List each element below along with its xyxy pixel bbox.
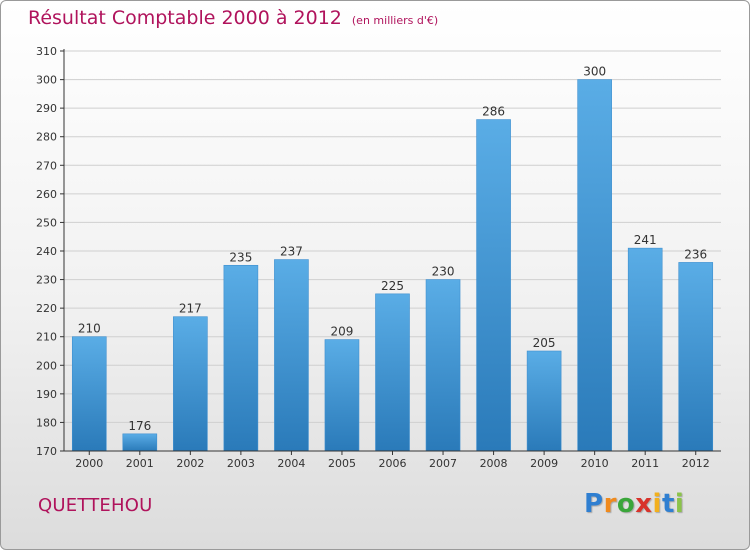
x-tick-label: 2007 <box>429 457 457 470</box>
chart-title: Résultat Comptable 2000 à 2012 (en millie… <box>28 7 438 29</box>
chart-title-unit: (en milliers d'€) <box>351 14 439 27</box>
bar-2012 <box>678 262 714 452</box>
y-tick-label: 280 <box>36 131 57 144</box>
y-tick-label: 250 <box>36 216 57 229</box>
chart-title-main: Résultat Comptable 2000 à 2012 <box>28 7 342 29</box>
bar-2008 <box>476 119 511 452</box>
x-tick-label: 2005 <box>328 457 356 470</box>
y-tick-label: 300 <box>36 74 57 87</box>
x-tick-label: 2008 <box>480 457 508 470</box>
data-label: 236 <box>684 247 707 261</box>
logo-letter: i <box>652 489 662 519</box>
bar-2010 <box>577 79 612 452</box>
y-tick-label: 290 <box>36 102 57 115</box>
y-tick-label: 310 <box>36 45 57 58</box>
logo-letter: r <box>603 489 617 519</box>
y-tick-label: 170 <box>36 445 57 458</box>
bar-2000 <box>71 336 107 452</box>
x-tick-label: 2002 <box>176 457 204 470</box>
x-tick-label: 2012 <box>682 457 710 470</box>
x-tick-label: 2009 <box>530 457 558 470</box>
bar-2009 <box>526 350 562 452</box>
x-tick-label: 2011 <box>631 457 659 470</box>
data-label: 209 <box>331 325 354 339</box>
logo-letter: P <box>584 489 604 519</box>
y-tick-label: 260 <box>36 188 57 201</box>
y-tick-label: 240 <box>36 245 57 258</box>
data-label: 300 <box>583 65 606 79</box>
x-tick-label: 2006 <box>379 457 407 470</box>
data-label: 241 <box>634 233 657 247</box>
logo-letter: i <box>674 489 685 519</box>
bar-2006 <box>375 293 410 452</box>
x-tick-label: 2003 <box>227 457 255 470</box>
bar-2011 <box>627 247 663 452</box>
y-tick-label: 220 <box>36 302 57 315</box>
logo-letter: o <box>616 489 636 519</box>
data-label: 237 <box>280 245 303 259</box>
axes <box>60 49 721 455</box>
data-label: 210 <box>78 322 101 336</box>
y-tick-label: 270 <box>36 159 57 172</box>
bar-2003 <box>223 264 259 452</box>
logo-letter: t <box>661 489 675 519</box>
proxiti-logo: Proxiti <box>584 489 684 519</box>
y-tick-label: 190 <box>36 388 57 401</box>
data-label: 205 <box>533 336 556 350</box>
x-tick-label: 2004 <box>277 457 305 470</box>
y-tick-label: 230 <box>36 274 57 287</box>
x-tick-label: 2000 <box>75 457 103 470</box>
x-tick-label: 2001 <box>126 457 154 470</box>
logo-letter: x <box>635 489 653 519</box>
y-tick-label: 180 <box>36 416 57 429</box>
bar-2005 <box>324 339 360 452</box>
data-label: 230 <box>432 265 455 279</box>
data-label: 286 <box>482 105 505 119</box>
data-label: 235 <box>229 250 252 264</box>
x-tick-label: 2010 <box>581 457 609 470</box>
bar-2002 <box>173 316 208 452</box>
data-label: 225 <box>381 279 404 293</box>
bar-2007 <box>425 279 461 452</box>
bars <box>71 79 714 452</box>
bar-2001 <box>122 433 158 452</box>
labels: 170 180 190 200 210 220 230 240 250 260 270 280 290 3… <box>36 45 710 470</box>
location-name: QUETTEHOU <box>38 495 153 516</box>
data-label: 217 <box>179 302 202 316</box>
y-tick-label: 200 <box>36 359 57 372</box>
data-label: 176 <box>128 419 151 433</box>
bar-2004 <box>274 259 309 452</box>
y-tick-label: 210 <box>36 331 57 344</box>
